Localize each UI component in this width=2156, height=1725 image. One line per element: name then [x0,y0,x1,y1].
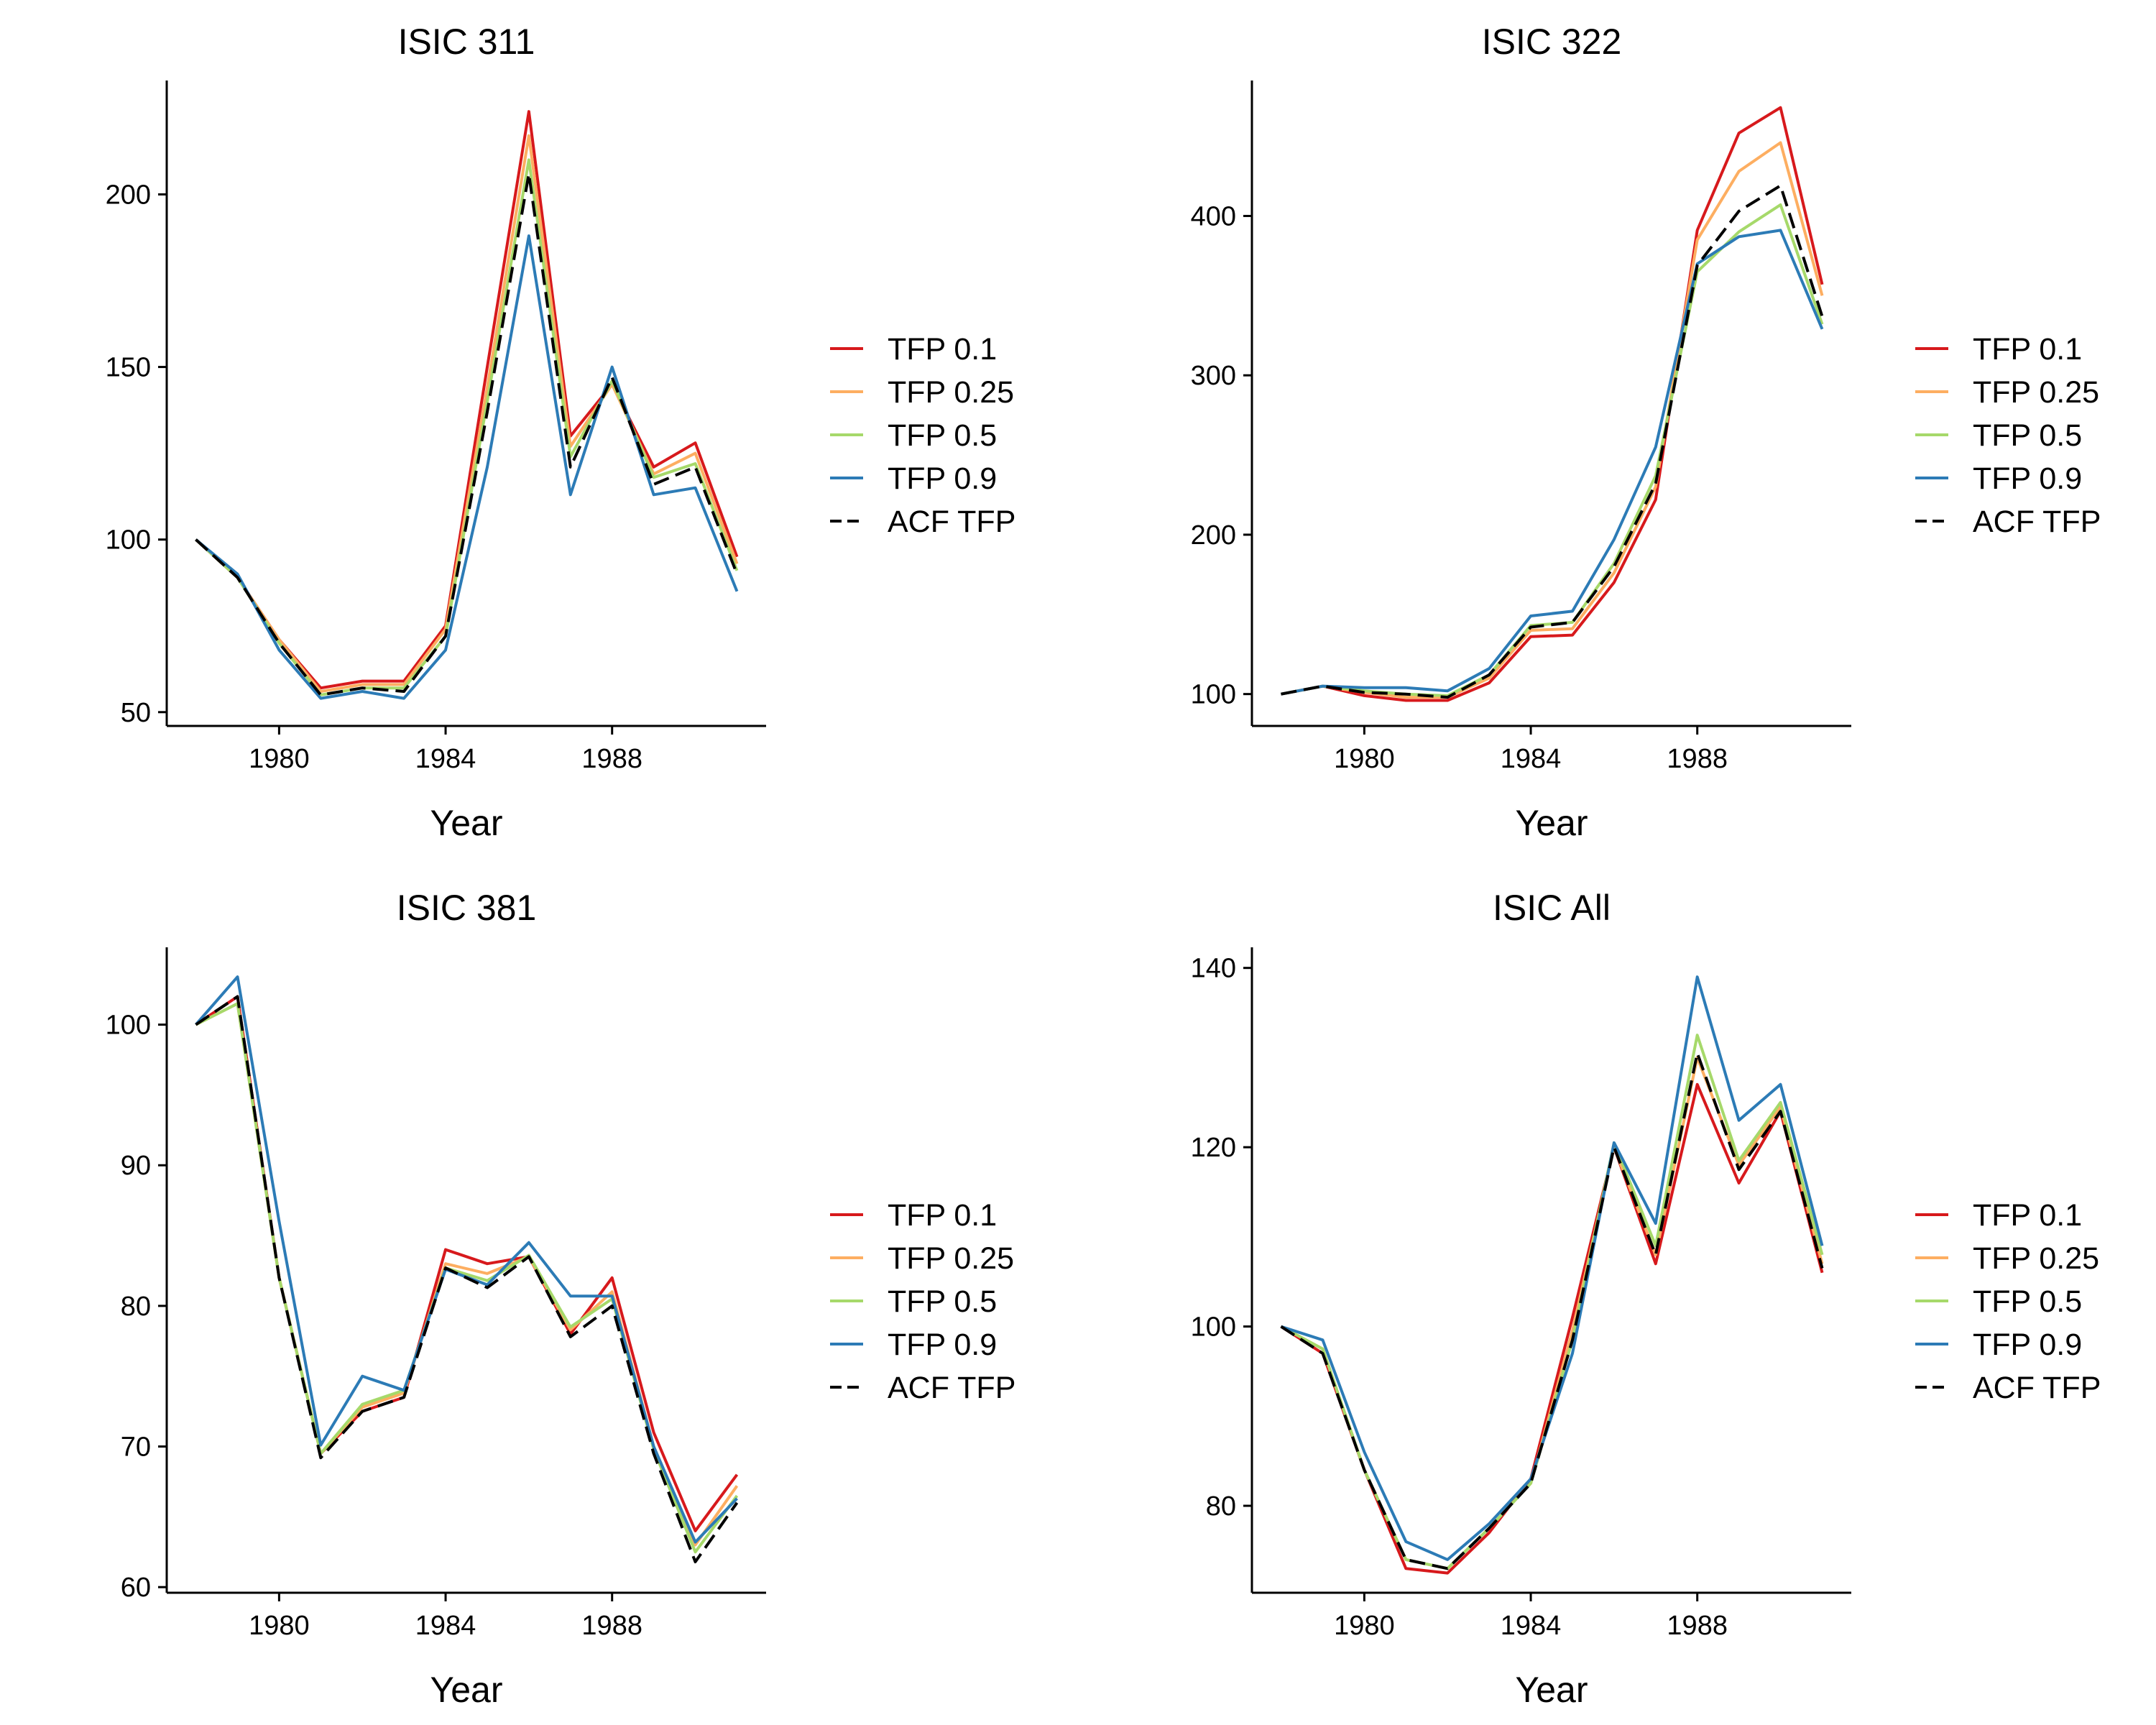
panel-isic-322: ISIC 322 100 200 300 400 1980 1984 1988 Year TFP … [1191,22,2101,843]
x-tick-label: 1980 [249,1611,310,1641]
series-line-tfp-0-1 [195,110,739,690]
legend: TFP 0.1 TFP 0.25 TFP 0.5 TFP 0.9 ACF TFP [1915,1198,2101,1405]
y-tick-label: 80 [121,1292,151,1322]
x-tick-label: 1980 [1334,1611,1395,1641]
y-tick-label: 100 [1191,680,1236,710]
y-tick-label: 200 [106,180,151,210]
y-tick-label: 100 [106,525,151,556]
y-tick-label: 70 [121,1432,151,1463]
series-line-tfp-0-9 [1281,229,1824,696]
x-axis-title: Year [430,1670,502,1710]
legend-label-tfp-0-1: TFP 0.1 [1973,332,2082,367]
y-tick-label: 100 [1191,1312,1236,1343]
x-tick-label: 1980 [1334,744,1395,774]
y-tick-label: 140 [1191,954,1236,984]
legend-label-tfp-0-9: TFP 0.9 [1973,461,2082,496]
x-axis-title: Year [1515,803,1588,843]
series-line-acf-tfp [1280,1052,1824,1570]
panel-title: ISIC 311 [398,22,535,62]
x-tick-label: 1988 [1667,1611,1728,1641]
series-line-tfp-0-25 [195,134,739,693]
y-tick-label: 120 [1191,1133,1236,1163]
series-line-acf-tfp [1281,184,1824,699]
series-line-tfp-0-9 [1280,975,1824,1561]
legend-label-tfp-0-9: TFP 0.9 [888,461,997,496]
x-tick-label: 1984 [415,1611,476,1641]
y-tick-label: 90 [121,1151,151,1181]
series-line-tfp-0-1 [1281,106,1824,702]
x-tick-label: 1984 [1501,744,1562,774]
legend-label-tfp-0-25: TFP 0.25 [888,375,1014,410]
y-tick-label: 50 [121,698,151,728]
x-tick-label: 1984 [415,744,476,774]
series-line-tfp-0-5 [195,158,739,696]
panel-title: ISIC All [1493,888,1611,928]
legend-label-acf-tfp: ACF TFP [888,1371,1015,1405]
series-line-acf-tfp [195,172,739,696]
legend-label-acf-tfp: ACF TFP [1973,505,2101,539]
legend: TFP 0.1 TFP 0.25 TFP 0.5 TFP 0.9 ACF TFP [830,332,1015,539]
panel-isic-381: ISIC 381 60 70 80 90 100 1980 1984 1988 Year TFP 0… [106,888,1016,1710]
x-tick-label: 1984 [1501,1611,1562,1641]
x-tick-label: 1988 [581,1611,642,1641]
legend-label-tfp-0-9: TFP 0.9 [888,1328,997,1362]
series-line-tfp-0-5 [1280,1034,1824,1570]
y-tick-label: 60 [121,1573,151,1603]
series-line-tfp-0-25 [1280,1056,1824,1570]
series-line-tfp-0-25 [1281,141,1824,699]
panel-isic-all: ISIC All 80 100 120 140 1980 1984 1988 Year TFP 0… [1191,888,2101,1710]
x-tick-label: 1988 [1667,744,1728,774]
legend-label-tfp-0-5: TFP 0.5 [1973,418,2082,453]
legend: TFP 0.1 TFP 0.25 TFP 0.5 TFP 0.9 ACF TFP [830,1198,1015,1405]
series-line-tfp-0-5 [1281,203,1824,697]
panel-isic-311: ISIC 311 50 100 150 200 1980 1984 1988 Year TFP 0… [106,22,1016,843]
y-tick-label: 300 [1191,361,1236,391]
x-axis-title: Year [430,803,502,843]
legend-label-tfp-0-1: TFP 0.1 [888,332,997,367]
legend-label-tfp-0-1: TFP 0.1 [888,1198,997,1233]
x-axis-title: Year [1515,1670,1588,1710]
legend-label-tfp-0-5: TFP 0.5 [888,1284,997,1319]
y-tick-label: 200 [1191,520,1236,551]
legend-label-tfp-0-5: TFP 0.5 [888,418,997,453]
legend-label-tfp-0-25: TFP 0.25 [888,1241,1014,1276]
panel-title: ISIC 322 [1482,22,1622,62]
series-line-tfp-0-9 [195,234,739,700]
series-line-acf-tfp [195,995,739,1563]
legend-label-tfp-0-1: TFP 0.1 [1973,1198,2082,1233]
legend-label-acf-tfp: ACF TFP [888,505,1015,539]
legend-label-tfp-0-5: TFP 0.5 [1973,1284,2082,1319]
legend-label-tfp-0-25: TFP 0.25 [1973,1241,2099,1276]
x-tick-label: 1980 [249,744,310,774]
y-tick-label: 80 [1206,1491,1236,1522]
legend-label-acf-tfp: ACF TFP [1973,1371,2101,1405]
y-tick-label: 150 [106,353,151,383]
x-tick-label: 1988 [581,744,642,774]
legend: TFP 0.1 TFP 0.25 TFP 0.5 TFP 0.9 ACF TFP [1915,332,2101,539]
panel-title: ISIC 381 [397,888,537,928]
legend-label-tfp-0-25: TFP 0.25 [1973,375,2099,410]
y-tick-label: 400 [1191,201,1236,231]
y-tick-label: 100 [106,1011,151,1041]
legend-label-tfp-0-9: TFP 0.9 [1973,1328,2082,1362]
